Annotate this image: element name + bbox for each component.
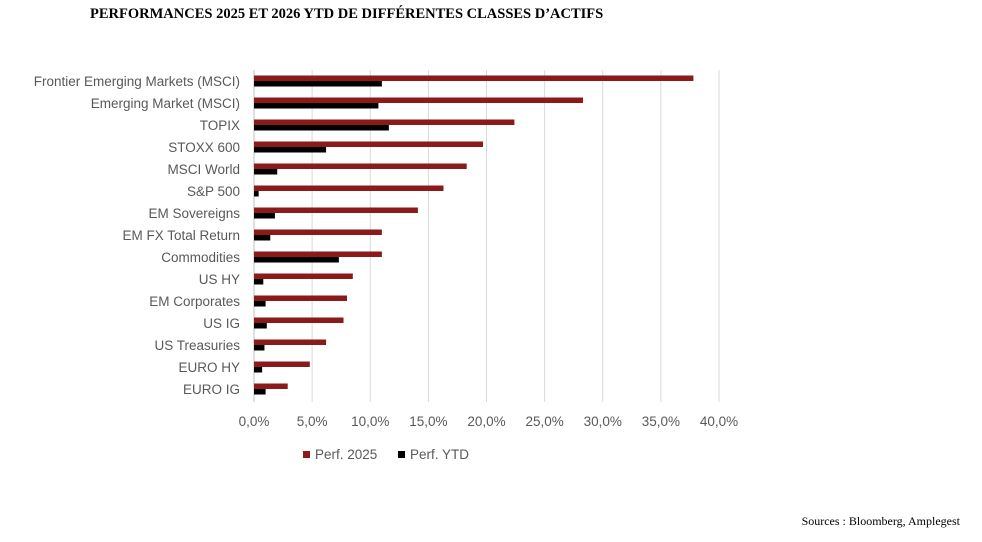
category-label: EM Corporates xyxy=(149,294,240,309)
bar-perf-2025 xyxy=(254,383,288,389)
chart-title: PERFORMANCES 2025 ET 2026 YTD DE DIFFÉRE… xyxy=(90,6,604,22)
bar-perf-ytd xyxy=(254,213,275,219)
x-tick-label: 5,0% xyxy=(297,414,328,429)
legend: Perf. 2025 Perf. YTD xyxy=(303,447,469,462)
bar-perf-2025 xyxy=(254,207,418,213)
legend-swatch xyxy=(398,451,405,458)
bar-perf-2025 xyxy=(254,97,583,103)
bar-perf-2025 xyxy=(254,317,344,323)
bar-perf-ytd xyxy=(254,323,267,329)
category-label: US IG xyxy=(203,316,240,331)
x-tick-label: 20,0% xyxy=(467,414,505,429)
legend-swatch xyxy=(303,451,310,458)
category-label: TOPIX xyxy=(200,118,240,133)
category-label: S&P 500 xyxy=(187,184,240,199)
bar-perf-2025 xyxy=(254,339,327,345)
category-label: US HY xyxy=(199,272,240,287)
category-label: Frontier Emerging Markets (MSCI) xyxy=(34,74,240,89)
category-label: EURO IG xyxy=(183,382,240,397)
bar-perf-2025 xyxy=(254,185,444,191)
bar-perf-ytd xyxy=(254,235,271,241)
bar-perf-2025 xyxy=(254,141,484,147)
bar-perf-2025 xyxy=(254,361,310,367)
bar-perf-2025 xyxy=(254,75,694,81)
source-note: Sources : Bloomberg, Amplegest xyxy=(801,514,960,528)
bar-perf-2025 xyxy=(254,229,382,235)
bar-perf-ytd xyxy=(254,279,264,285)
bars xyxy=(254,75,694,395)
category-label: US Treasuries xyxy=(154,338,240,353)
bar-perf-ytd xyxy=(254,125,389,131)
x-tick-label: 40,0% xyxy=(700,414,738,429)
x-tick-labels: 0,0% 5,0% 10,0% 15,0% 20,0% 25,0% 30,0% 35,0% 40… xyxy=(239,414,739,429)
bar-perf-2025 xyxy=(254,295,347,301)
bar-perf-ytd xyxy=(254,81,382,87)
x-tick-label: 15,0% xyxy=(409,414,447,429)
bar-perf-2025 xyxy=(254,119,515,125)
category-label: EM FX Total Return xyxy=(122,228,240,243)
x-tick-label: 35,0% xyxy=(642,414,680,429)
category-label: EM Sovereigns xyxy=(148,206,240,221)
legend-label: Perf. 2025 xyxy=(315,447,377,462)
category-label: STOXX 600 xyxy=(168,140,240,155)
bar-perf-ytd xyxy=(254,169,278,175)
bar-perf-2025 xyxy=(254,251,382,257)
bar-perf-ytd xyxy=(254,147,327,153)
bar-perf-2025 xyxy=(254,273,353,279)
x-tick-label: 30,0% xyxy=(584,414,622,429)
bar-perf-2025 xyxy=(254,163,467,169)
category-labels: Frontier Emerging Markets (MSCI) Emerging… xyxy=(34,74,241,397)
bar-perf-ytd xyxy=(254,191,259,197)
x-tick-label: 25,0% xyxy=(525,414,563,429)
category-label: Emerging Market (MSCI) xyxy=(91,96,240,111)
bar-perf-ytd xyxy=(254,103,379,109)
bar-perf-ytd xyxy=(254,367,263,373)
x-tick-label: 0,0% xyxy=(239,414,270,429)
x-tick-label: 10,0% xyxy=(351,414,389,429)
legend-label: Perf. YTD xyxy=(410,447,469,462)
category-label: EURO HY xyxy=(178,360,240,375)
bar-perf-ytd xyxy=(254,345,265,351)
bar-perf-ytd xyxy=(254,257,339,263)
bar-perf-ytd xyxy=(254,301,266,307)
category-label: MSCI World xyxy=(167,162,240,177)
category-label: Commodities xyxy=(161,250,240,265)
bar-perf-ytd xyxy=(254,389,266,395)
